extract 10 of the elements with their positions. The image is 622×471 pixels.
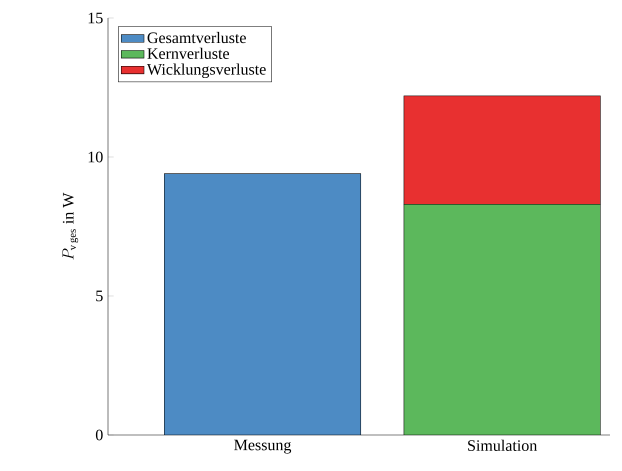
y-tick-label: 15 [88, 12, 103, 24]
legend-label: Gesamtverluste [148, 32, 246, 44]
y-tick-label: 5 [96, 290, 103, 302]
x-tick-label: Messung [234, 440, 292, 454]
legend-label: Kernverluste [147, 48, 230, 59]
legend-label: Wicklungsverluste [146, 63, 266, 78]
x-tick-label: Simulation [468, 440, 538, 451]
y-tick-label: 0 [96, 430, 103, 440]
y-axis-title: $P_{\mathrm{v\,ges}}\ \mathrm{in\ W}$ [62, 192, 78, 260]
y-tick-label: 10 [88, 152, 103, 162]
